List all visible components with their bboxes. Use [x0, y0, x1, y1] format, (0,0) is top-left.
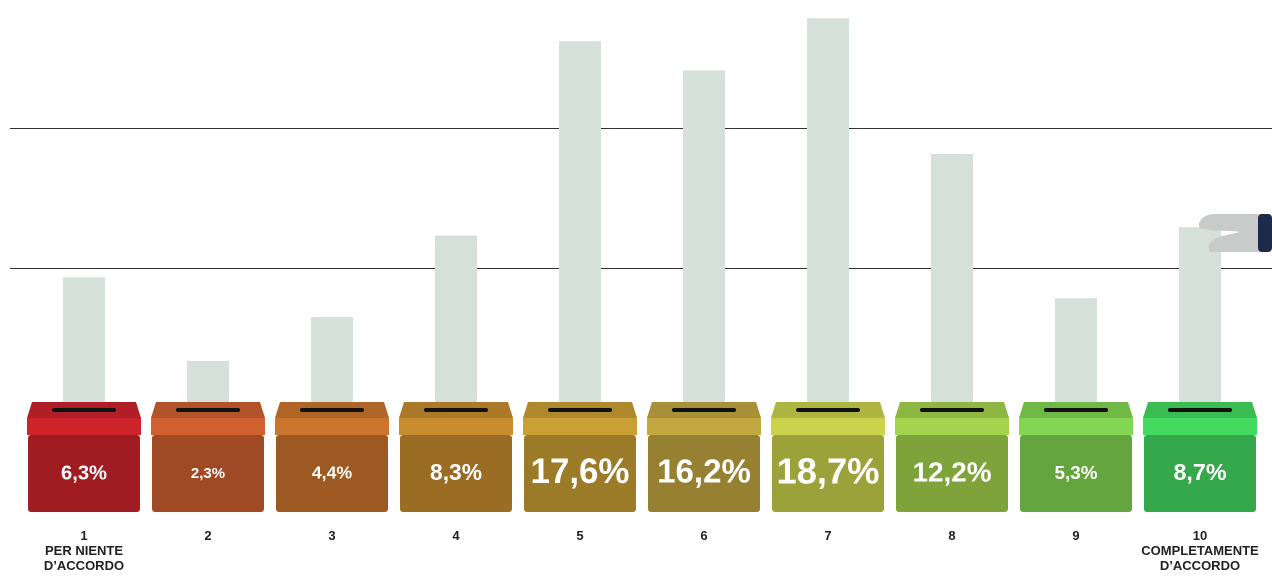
ballot-paper	[931, 154, 973, 413]
marks: 6,3% 2,3% 4,4% 8,3% 17,6% 16,2% 18,7% 12,2% 5,3%…	[27, 18, 1257, 512]
slot	[1044, 408, 1108, 412]
slot	[300, 408, 364, 412]
category-number: 6	[700, 528, 708, 543]
category-number: 3	[328, 528, 336, 543]
box-body	[276, 435, 388, 512]
category-number: 4	[452, 528, 460, 543]
x-tick-label: 4	[408, 528, 504, 543]
slot	[920, 408, 984, 412]
x-tick-label: 7	[780, 528, 876, 543]
box-body	[152, 435, 264, 512]
category-number: 9	[1072, 528, 1080, 543]
category-number: 8	[948, 528, 956, 543]
box-body	[1144, 435, 1256, 512]
box-lid	[895, 418, 1009, 435]
value-label: 4,4%	[312, 463, 353, 483]
box-body	[896, 435, 1008, 512]
category-number: 10	[1192, 528, 1208, 543]
hand-shape	[1198, 214, 1262, 252]
box-lid	[523, 418, 637, 435]
box-lid	[647, 418, 761, 435]
slot	[796, 408, 860, 412]
value-label: 8,3%	[430, 459, 482, 485]
box-body	[772, 435, 884, 512]
box-lid	[27, 418, 141, 435]
value-label: 18,7%	[777, 451, 880, 492]
ballot-paper	[311, 317, 353, 413]
box-body	[400, 435, 512, 512]
slot	[548, 408, 612, 412]
ballot-paper	[1055, 298, 1097, 413]
x-tick-label: 5	[532, 528, 628, 543]
category-number: 5	[576, 528, 584, 543]
slot	[52, 408, 116, 412]
value-label: 17,6%	[531, 452, 630, 491]
ballot-paper	[683, 70, 725, 414]
hand	[1198, 214, 1272, 252]
box-body	[28, 435, 140, 512]
x-tick-label: 6	[656, 528, 752, 543]
box-body	[1020, 435, 1132, 512]
slot	[176, 408, 240, 412]
x-tick-label: 1 PER NIENTE D’ACCORDO	[36, 528, 132, 573]
cuff	[1258, 214, 1272, 252]
category-number: 1	[80, 528, 88, 543]
x-tick-label: 3	[284, 528, 380, 543]
value-label: 8,7%	[1173, 459, 1226, 485]
box-lid	[1143, 418, 1257, 435]
box-lid	[1019, 418, 1133, 435]
ballot-paper	[63, 277, 105, 413]
scale-label: PER NIENTE D’ACCORDO	[43, 543, 125, 573]
value-label: 12,2%	[913, 456, 992, 487]
box-body	[648, 435, 760, 512]
value-label: 5,3%	[1054, 463, 1097, 484]
ballot-paper	[559, 41, 601, 413]
x-tick-label: 2	[160, 528, 256, 543]
value-label: 2,3%	[191, 465, 225, 482]
value-label: 16,2%	[657, 454, 751, 491]
slot	[1168, 408, 1232, 412]
category-number: 7	[824, 528, 832, 543]
box-lid	[151, 418, 265, 435]
value-label: 6,3%	[61, 462, 107, 484]
category-number: 2	[204, 528, 212, 543]
ballot-paper	[807, 18, 849, 413]
box-lid	[771, 418, 885, 435]
scale-label: COMPLETAMENTE D’ACCORDO	[1141, 543, 1259, 573]
box-body	[524, 435, 636, 512]
box-lid	[275, 418, 389, 435]
x-tick-label: 9	[1028, 528, 1124, 543]
box-lid	[399, 418, 513, 435]
ballot-paper	[435, 235, 477, 413]
slot	[424, 408, 488, 412]
x-tick-label: 10 COMPLETAMENTE D’ACCORDO	[1130, 528, 1270, 573]
ballot-paper	[1179, 227, 1221, 413]
x-tick-label: 8	[904, 528, 1000, 543]
slot	[672, 408, 736, 412]
